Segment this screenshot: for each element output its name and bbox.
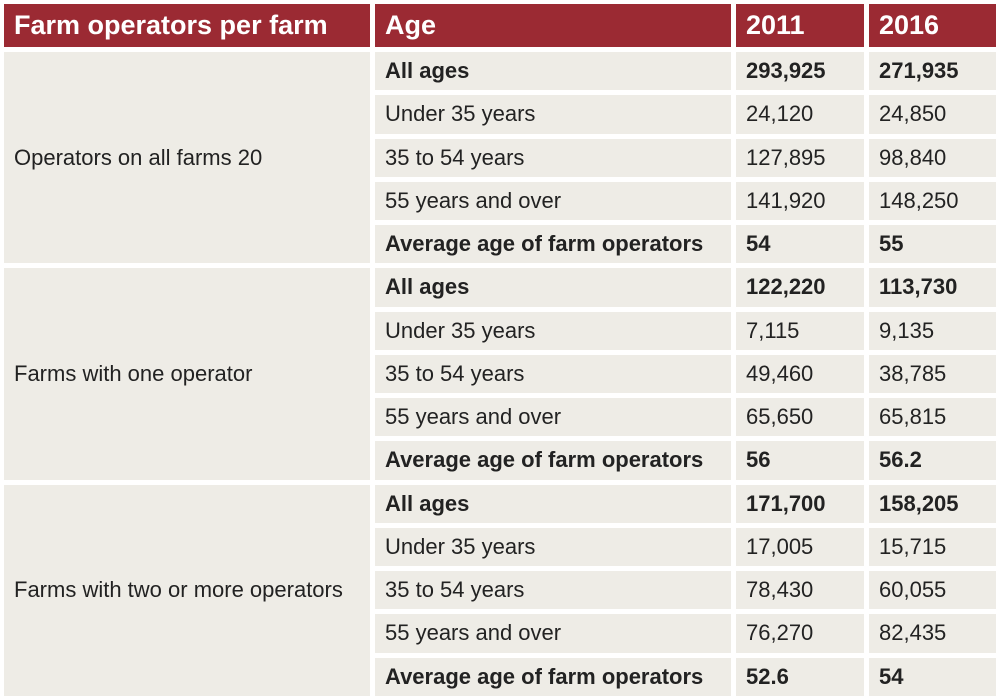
value-2016: 15,715 bbox=[869, 527, 996, 566]
value-2011: 56 bbox=[736, 441, 864, 480]
value-2011: 52.6 bbox=[736, 657, 864, 696]
age-label: 55 years and over bbox=[375, 398, 731, 437]
value-2016: 56.2 bbox=[869, 441, 996, 480]
value-2016: 98,840 bbox=[869, 138, 996, 177]
age-label: Under 35 years bbox=[375, 311, 731, 350]
value-2011: 7,115 bbox=[736, 311, 864, 350]
age-label: Average age of farm operators bbox=[375, 225, 731, 264]
value-2016: 54 bbox=[869, 657, 996, 696]
value-2011: 49,460 bbox=[736, 354, 864, 393]
age-label: 35 to 54 years bbox=[375, 138, 731, 177]
header-2011: 2011 bbox=[736, 4, 864, 47]
header-2016: 2016 bbox=[869, 4, 996, 47]
value-2011: 127,895 bbox=[736, 138, 864, 177]
value-2016: 9,135 bbox=[869, 311, 996, 350]
value-2011: 122,220 bbox=[736, 268, 864, 307]
header-farm-operators: Farm operators per farm bbox=[4, 4, 370, 47]
value-2016: 82,435 bbox=[869, 614, 996, 653]
value-2016: 148,250 bbox=[869, 181, 996, 220]
value-2011: 171,700 bbox=[736, 484, 864, 523]
value-2016: 65,815 bbox=[869, 398, 996, 437]
age-label: 35 to 54 years bbox=[375, 571, 731, 610]
age-label: 55 years and over bbox=[375, 614, 731, 653]
age-label: Average age of farm operators bbox=[375, 441, 731, 480]
value-2011: 17,005 bbox=[736, 527, 864, 566]
age-label: Average age of farm operators bbox=[375, 657, 731, 696]
age-label: Under 35 years bbox=[375, 95, 731, 134]
age-label: 35 to 54 years bbox=[375, 354, 731, 393]
value-2016: 38,785 bbox=[869, 354, 996, 393]
group-label: Farms with two or more operators bbox=[4, 484, 370, 696]
value-2011: 76,270 bbox=[736, 614, 864, 653]
group-label: Farms with one operator bbox=[4, 268, 370, 480]
value-2011: 54 bbox=[736, 225, 864, 264]
age-label: All ages bbox=[375, 484, 731, 523]
value-2011: 24,120 bbox=[736, 95, 864, 134]
value-2016: 158,205 bbox=[869, 484, 996, 523]
value-2011: 141,920 bbox=[736, 181, 864, 220]
group-label: Operators on all farms 20 bbox=[4, 52, 370, 264]
value-2016: 55 bbox=[869, 225, 996, 264]
value-2016: 271,935 bbox=[869, 52, 996, 91]
value-2011: 65,650 bbox=[736, 398, 864, 437]
header-age: Age bbox=[375, 4, 731, 47]
value-2016: 24,850 bbox=[869, 95, 996, 134]
value-2016: 60,055 bbox=[869, 571, 996, 610]
value-2011: 293,925 bbox=[736, 52, 864, 91]
age-label: 55 years and over bbox=[375, 181, 731, 220]
value-2016: 113,730 bbox=[869, 268, 996, 307]
age-label: All ages bbox=[375, 52, 731, 91]
age-label: Under 35 years bbox=[375, 527, 731, 566]
value-2011: 78,430 bbox=[736, 571, 864, 610]
age-label: All ages bbox=[375, 268, 731, 307]
